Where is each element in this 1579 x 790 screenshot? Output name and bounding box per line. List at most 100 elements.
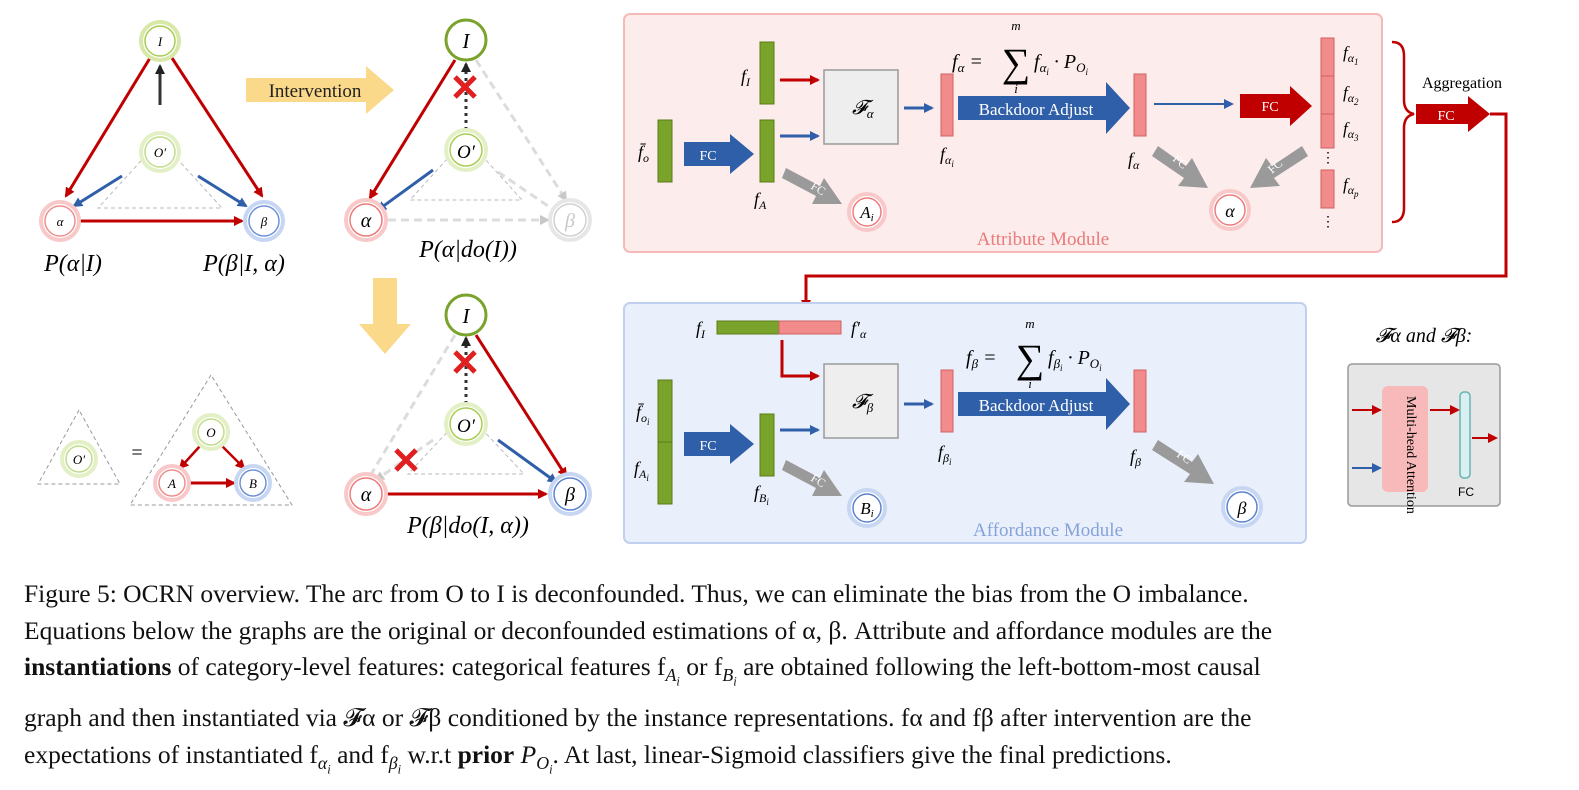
affordance-module-title: Affordance Module [973, 520, 1123, 541]
svg-text:fα =: fα = [952, 51, 983, 75]
legend-title: 𝓕α and 𝓕β: [1376, 325, 1473, 347]
f-o-sub: o [643, 151, 649, 165]
equation-p-beta-do-I-alpha: P(β|do(I, α)) [406, 513, 529, 539]
B-i-label: B [860, 499, 871, 518]
backdoor-adjust-label: Backdoor Adjust [979, 100, 1094, 119]
f-B-sub: B [759, 491, 767, 505]
f-alpha-label: f [1128, 149, 1136, 169]
svg-text:∑: ∑ [1002, 40, 1031, 85]
sum-bottom: i [1014, 81, 1018, 96]
node-A-label: A [167, 476, 176, 491]
f-beta-i-sub: β [942, 451, 949, 465]
node-I-label: I [157, 34, 163, 49]
aggregation-label: Aggregation [1422, 75, 1502, 92]
causal-graph-original: I O′ α β P(α|I) P(β|I, α) [39, 20, 285, 277]
f-alpha-sub: α [1133, 158, 1140, 172]
node-alpha-label: α [57, 214, 65, 229]
F-beta-sub: β [866, 400, 874, 415]
caption-line3-end: are obtained following the left-bottom-m… [736, 652, 1261, 681]
svg-text:fαi: fαi [940, 144, 954, 169]
A-i-label: A [859, 203, 871, 222]
causal-graph-do-I: I O′ α β P(α|do(I)) [344, 18, 592, 263]
svg-text:f̄o: f̄o [638, 142, 649, 165]
node-beta-label: β [260, 214, 268, 229]
node-B-label: B [249, 476, 257, 491]
caption-line5-e: . At last, linear-Sigmoid classifiers gi… [552, 739, 1172, 769]
cut-mark-icon [394, 448, 418, 472]
svg-text:fβ: fβ [1130, 446, 1141, 469]
svg-text:fβ =: fβ = [966, 347, 997, 371]
svg-text:⋮: ⋮ [1321, 214, 1335, 230]
f-I-label: f [741, 66, 749, 86]
svg-text:m: m [1025, 316, 1034, 331]
legend-fc-label: FC [1458, 485, 1474, 499]
svg-text:FC: FC [808, 471, 828, 491]
svg-text:FC: FC [1174, 447, 1194, 467]
cut-mark-icon [453, 350, 477, 374]
caption-line5-a: expectations of instantiated f [24, 739, 318, 769]
caption-line-1: Figure 5: OCRN overview. The arc from O … [24, 579, 1249, 608]
f-alpha-p-sub: p [1353, 189, 1359, 199]
node-beta-label-3: β [564, 484, 575, 506]
fc-red-label: FC [1261, 100, 1278, 115]
node-I-label-3: I [462, 304, 471, 328]
ocrn-overview-figure: I O′ α β P(α|I) P(β|I, α) Intervention I [37, 13, 1508, 544]
svg-text:fα: fα [1128, 149, 1140, 172]
f-alpha-i-label: f [940, 144, 948, 164]
svg-text:⋮: ⋮ [1321, 150, 1335, 166]
node-O-prime-label: O′ [154, 145, 166, 160]
alpha-output-label: α [1225, 201, 1235, 221]
caption-line3-rest: of category-level features: categorical … [171, 652, 666, 681]
svg-text:fI: fI [696, 318, 706, 341]
node-alpha-label-3: α [361, 484, 372, 506]
aff-fc-label: FC [699, 439, 716, 454]
attention-label: Multi-head Attention [1403, 396, 1418, 514]
f-o-bar-label: f̄ [638, 142, 647, 162]
sum-top: m [1011, 18, 1020, 33]
caption-line-5: expectations of instantiated fαi and fβi… [24, 739, 1172, 777]
beta-output-label: β [1237, 498, 1247, 518]
caption-line-2: Equations below the graphs are the origi… [24, 615, 1273, 645]
node-O-label: O [206, 425, 216, 440]
node-alpha-label-2: α [361, 210, 372, 232]
equation-p-alpha-given-I: P(α|I) [43, 251, 102, 277]
affordance-module: Affordance Module fI f′α f̄oi fAi FC fBi… [623, 302, 1307, 544]
f-alpha-1-sub: 1 [1354, 57, 1359, 67]
caption-line-4: graph and then instantiated via 𝓕α or 𝓕β… [24, 703, 1252, 733]
node-I-label-2: I [462, 29, 471, 53]
down-arrow-icon [359, 278, 411, 354]
equation-p-alpha-do-I: P(α|do(I)) [418, 237, 517, 263]
caption-line5-b: and f [330, 739, 389, 769]
node-O-prime-label-4: O′ [73, 452, 85, 467]
svg-text:∑: ∑ [1016, 336, 1045, 381]
svg-text:FC: FC [808, 179, 828, 199]
f-A-label: f [754, 189, 762, 209]
f-alpha-3-sub: 3 [1353, 133, 1359, 143]
svg-text:Bi: Bi [860, 499, 873, 520]
svg-text:Ai: Ai [859, 203, 873, 224]
svg-text:fA: fA [754, 189, 767, 212]
attribute-module-title: Attribute Module [977, 229, 1109, 250]
intervention-label: Intervention [269, 81, 362, 102]
caption-prior: prior [457, 739, 515, 769]
caption-line3-mid: or f [679, 652, 723, 681]
caption-line5-c: w.r.t [401, 739, 458, 769]
F-alpha-sub: α [867, 106, 875, 121]
f-alpha-2-sub: 2 [1354, 97, 1359, 107]
svg-text:fI: fI [741, 66, 751, 89]
node-O-prime-label-3: O′ [457, 416, 476, 437]
caption-line-3: instantiations of category-level feature… [24, 652, 1261, 689]
caption-instantiations: instantiations [24, 652, 172, 681]
o-prime-definition: O′ = O A B [37, 374, 293, 506]
attribute-module: Attribute Module fI f̄o FC fA Ai 𝓕α fαi … [623, 13, 1415, 253]
equals-sign: = [131, 442, 142, 464]
aggregation-fc-label: FC [1437, 109, 1454, 124]
node-O-prime-label-2: O′ [457, 142, 476, 163]
svg-text:f′α: f′α [851, 318, 867, 341]
causal-graph-do-I-alpha: I O′ α β P(β|do(I, α)) [344, 293, 592, 539]
cut-mark-icon [453, 75, 477, 99]
intervention-arrow: Intervention [246, 66, 394, 114]
f-A-sub: A [758, 198, 767, 212]
aff-backdoor-adjust-label: Backdoor Adjust [979, 396, 1094, 415]
equation-p-beta-given-I-alpha: P(β|I, α) [202, 251, 285, 277]
